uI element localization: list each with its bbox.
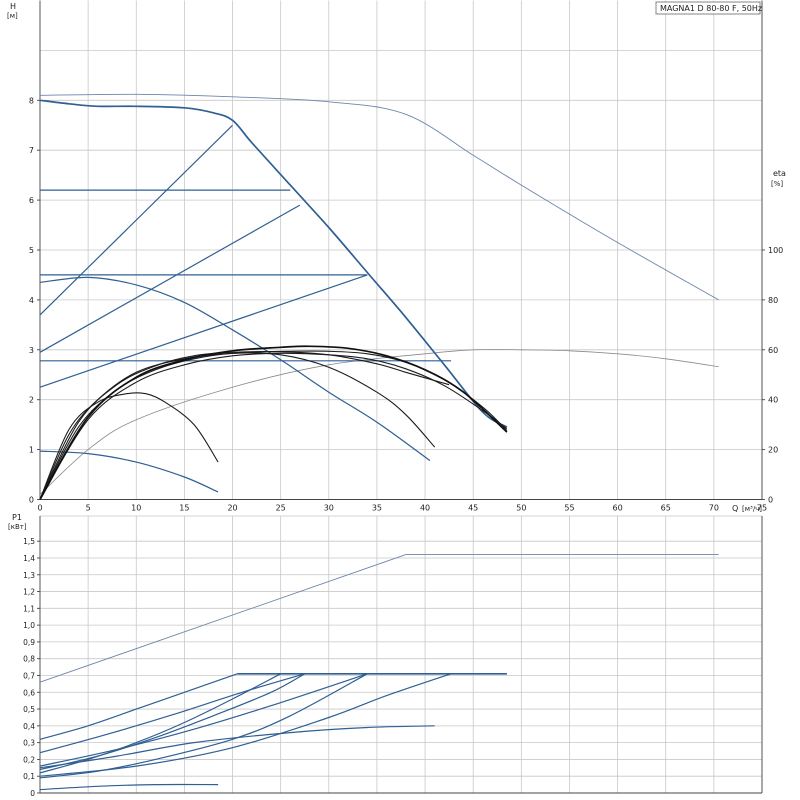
x-tick-label: 60 xyxy=(613,504,623,513)
x-tick-label: 0 xyxy=(37,504,42,513)
y2-axis-label-eta: eta xyxy=(773,169,786,178)
series-eff-curve-12 xyxy=(39,352,436,500)
y2-tick-label: 60 xyxy=(768,346,778,355)
head-chart-labels: H [м] eta [%] Q [м³/ч] xyxy=(7,2,786,513)
y-tick-label: 0,3 xyxy=(23,739,35,748)
x-tick-label: 40 xyxy=(420,504,430,513)
y-tick-label: 0 xyxy=(30,789,35,798)
x-axis-unit-q: [м³/ч] xyxy=(742,505,762,513)
series-min-curve-9 xyxy=(39,276,431,462)
y-axis-label-p1: P1 xyxy=(12,513,22,522)
y-axis-unit-p1: [кВт] xyxy=(8,523,27,531)
series-power-7 xyxy=(39,673,305,771)
x-tick-label: 75 xyxy=(757,504,767,513)
series-eff-curve-max-16 xyxy=(39,345,508,500)
chart-title-box: MAGNA1 D 80-80 F, 50Hz xyxy=(655,1,762,15)
x-tick-label: 15 xyxy=(179,504,189,513)
x-tick-label: 45 xyxy=(468,504,478,513)
y-tick-label: 3 xyxy=(29,346,34,355)
x-tick-label: 30 xyxy=(324,504,334,513)
y-tick-label: 7 xyxy=(29,146,34,155)
series-power-max-single-0 xyxy=(39,554,719,683)
y-tick-label: 1 xyxy=(29,446,34,455)
y-tick-label: 5 xyxy=(29,246,34,255)
y-tick-label: 4 xyxy=(29,296,34,305)
x-tick-label: 20 xyxy=(227,504,237,513)
series-eff-curve-11 xyxy=(39,392,219,500)
power-chart-axes: 0 0,1 0,2 0,3 0,4 0,5 0,6 0,7 0,8 0,9 1,0 1,1 1,2 1,3… xyxy=(23,516,763,798)
series-eff-curve-15 xyxy=(39,352,508,500)
y2-tick-label: 80 xyxy=(768,296,778,305)
x-axis-label-q: Q xyxy=(732,504,738,513)
series-eff-curve-14 xyxy=(39,350,508,500)
series-control-line-5 xyxy=(39,274,368,388)
title-box-frame xyxy=(655,1,761,15)
series-control-line-4 xyxy=(39,204,301,353)
series-power-9 xyxy=(39,673,368,779)
head-chart-grid xyxy=(40,0,763,500)
y-tick-label: 1,3 xyxy=(23,571,35,580)
y-tick-label: 1,4 xyxy=(23,554,35,563)
series-power-2 xyxy=(39,673,238,740)
series-power-10 xyxy=(39,783,219,791)
y-axis-label-h: H xyxy=(10,2,16,11)
chart-title: MAGNA1 D 80-80 F, 50Hz xyxy=(660,4,762,13)
y-tick-label: 2 xyxy=(29,396,34,405)
series-control-line-3 xyxy=(39,124,233,316)
series-power-3 xyxy=(39,673,305,754)
y-axis-unit-h: [м] xyxy=(7,12,18,20)
y-tick-label: 1,0 xyxy=(23,621,35,630)
x-tick-label: 65 xyxy=(661,504,671,513)
power-chart-labels: P1 [кВт] xyxy=(8,513,27,531)
series-max-curve-single-eta-1 xyxy=(39,349,719,495)
series-max-curve-single-0 xyxy=(39,93,719,301)
y-tick-label: 0,8 xyxy=(23,655,35,664)
y2-tick-label: 0 xyxy=(768,496,773,505)
x-tick-label: 55 xyxy=(564,504,574,513)
power-chart-series xyxy=(39,554,719,791)
y-tick-label: 0,2 xyxy=(23,755,35,764)
y-tick-label: 0,7 xyxy=(23,671,35,680)
series-eff-curve-13 xyxy=(39,351,450,500)
y-tick-label: 1,2 xyxy=(23,588,35,597)
series-power-8 xyxy=(39,725,435,769)
y-tick-label: 0,4 xyxy=(23,722,35,731)
series-low-curve-10 xyxy=(39,450,219,493)
y-tick-label: 6 xyxy=(29,196,34,205)
y-tick-label: 0,1 xyxy=(23,772,35,781)
power-chart-grid xyxy=(40,515,763,793)
y-tick-label: 0 xyxy=(29,496,34,505)
head-chart-series xyxy=(39,93,719,500)
x-tick-label: 25 xyxy=(276,504,286,513)
y-tick-label: 1,1 xyxy=(23,604,35,613)
head-chart-axes: 0 5 10 15 20 25 30 35 40 45 50 55 60 65 70 750123456780… xyxy=(29,0,783,513)
series-power-5 xyxy=(39,673,452,777)
series-max-curve-2 xyxy=(39,99,508,428)
x-tick-label: 35 xyxy=(372,504,382,513)
y-tick-label: 0,5 xyxy=(23,705,35,714)
y2-tick-label: 100 xyxy=(768,246,783,255)
y-tick-label: 1,5 xyxy=(23,537,35,546)
series-power-4 xyxy=(39,673,368,767)
y2-tick-label: 20 xyxy=(768,446,778,455)
y-tick-label: 0,6 xyxy=(23,688,35,697)
y2-axis-unit-eta: [%] xyxy=(771,180,783,188)
x-tick-label: 10 xyxy=(131,504,141,513)
x-tick-label: 70 xyxy=(709,504,719,513)
y-tick-label: 0,9 xyxy=(23,638,35,647)
y2-tick-label: 40 xyxy=(768,396,778,405)
x-tick-label: 50 xyxy=(516,504,526,513)
x-tick-label: 5 xyxy=(86,504,91,513)
y-tick-label: 8 xyxy=(29,96,34,105)
